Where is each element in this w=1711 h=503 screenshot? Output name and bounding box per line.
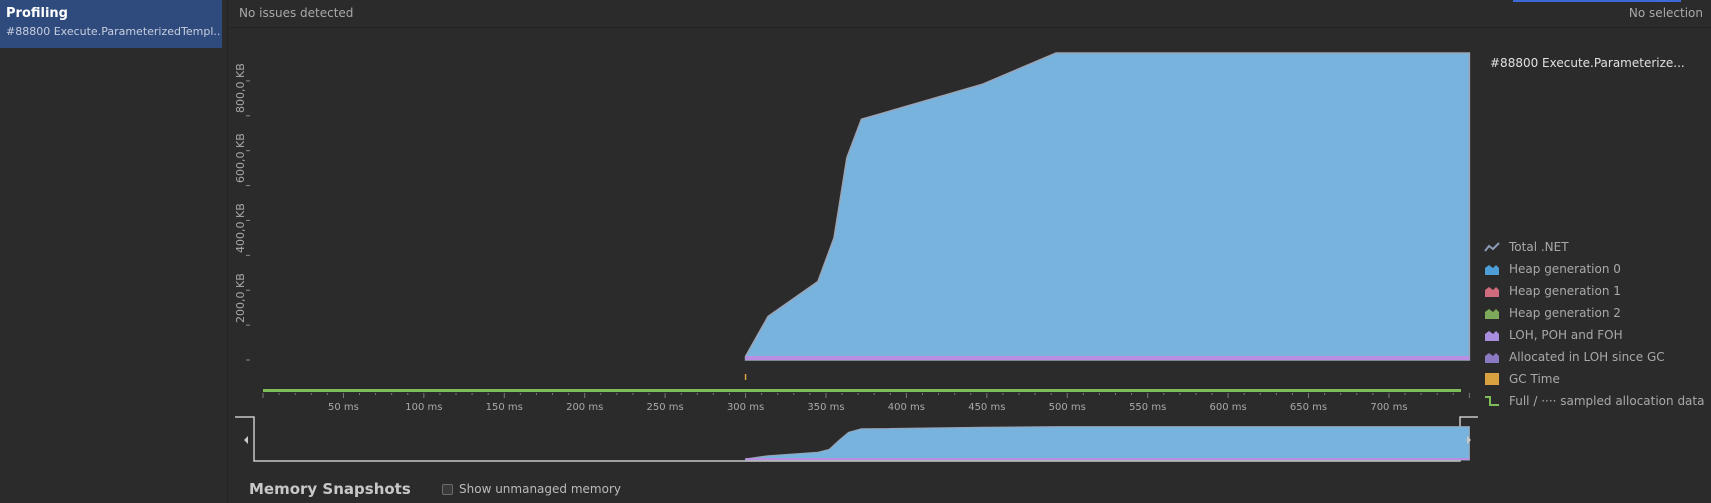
legend-label: Allocated in LOH since GC	[1509, 350, 1665, 364]
x-tick-label: 200 ms	[566, 402, 603, 413]
profiling-title: Profiling	[6, 6, 68, 21]
heap-gen0-area	[744, 52, 1471, 361]
x-tick-label: 250 ms	[647, 402, 684, 413]
x-tick-label: 400 ms	[888, 402, 925, 413]
left-panel: Profiling #88800 Execute.ParameterizedTe…	[0, 0, 228, 503]
legend-label: GC Time	[1509, 372, 1560, 386]
overview-left-handle-icon[interactable]	[244, 436, 248, 444]
square-icon	[1484, 373, 1500, 385]
x-tick-label: 50 ms	[328, 402, 359, 413]
area-icon	[1484, 351, 1500, 363]
legend-item-loh-poh-foh[interactable]: LOH, POH and FOH	[1484, 324, 1704, 346]
series-title: #88800 Execute.Parameterize...	[1490, 56, 1685, 70]
allocation-data-line	[263, 389, 1461, 392]
x-tick-label: 450 ms	[968, 402, 1005, 413]
legend-item-heap-gen-2[interactable]: Heap generation 2	[1484, 302, 1704, 324]
overview-frame[interactable]	[235, 416, 1478, 462]
selection-status: No selection	[1628, 6, 1703, 20]
x-tick-label: 600 ms	[1209, 402, 1246, 413]
legend-label: Heap generation 1	[1509, 284, 1621, 298]
memory-snapshots-title: Memory Snapshots	[249, 480, 411, 498]
area-icon	[1484, 329, 1500, 341]
legend-label: Heap generation 0	[1509, 262, 1621, 276]
x-tick-label: 100 ms	[405, 402, 442, 413]
x-tick-label: 150 ms	[486, 402, 523, 413]
loh-poh-foh-area	[745, 356, 1470, 360]
show-unmanaged-memory-checkbox[interactable]	[442, 484, 453, 495]
show-unmanaged-memory-label: Show unmanaged memory	[459, 482, 621, 496]
area-icon	[1484, 263, 1500, 275]
x-tick-label: 300 ms	[727, 402, 764, 413]
selection-accent	[1513, 0, 1681, 2]
line-icon	[1484, 241, 1500, 253]
legend-item-gc-time[interactable]: GC Time	[1484, 368, 1704, 390]
legend-label: Heap generation 2	[1509, 306, 1621, 320]
legend-item-heap-gen-0[interactable]: Heap generation 0	[1484, 258, 1704, 280]
overview-right-handle-icon[interactable]	[1467, 436, 1471, 444]
x-tick-label: 650 ms	[1290, 402, 1327, 413]
legend-label: LOH, POH and FOH	[1509, 328, 1623, 342]
step-icon	[1484, 395, 1500, 407]
profiling-subtitle: #88800 Execute.ParameterizedTempl...	[6, 25, 220, 38]
x-tick-label: 500 ms	[1049, 402, 1086, 413]
legend-label: Total .NET	[1509, 240, 1569, 254]
legend-item-heap-gen-1[interactable]: Heap generation 1	[1484, 280, 1704, 302]
x-tick-label: 550 ms	[1129, 402, 1166, 413]
profiling-session-item[interactable]: Profiling #88800 Execute.ParameterizedTe…	[0, 0, 222, 48]
legend-item-allocation-data[interactable]: Full / ···· sampled allocation data	[1484, 390, 1704, 412]
area-icon	[1484, 285, 1500, 297]
overview-area	[744, 426, 1470, 461]
x-tick-label: 350 ms	[807, 402, 844, 413]
legend-item-total-net[interactable]: Total .NET	[1484, 236, 1704, 258]
x-tick-label: 700 ms	[1370, 402, 1407, 413]
legend-item-allocated-loh[interactable]: Allocated in LOH since GC	[1484, 346, 1704, 368]
issues-status: No issues detected	[239, 6, 354, 20]
overview-loh-band	[745, 458, 1470, 460]
top-bar: No issues detected No selection	[228, 0, 1711, 28]
area-icon	[1484, 307, 1500, 319]
legend: Total .NET Heap generation 0 Heap genera…	[1484, 236, 1704, 412]
legend-label: Full / ···· sampled allocation data	[1509, 394, 1705, 408]
panel-divider	[227, 0, 228, 503]
